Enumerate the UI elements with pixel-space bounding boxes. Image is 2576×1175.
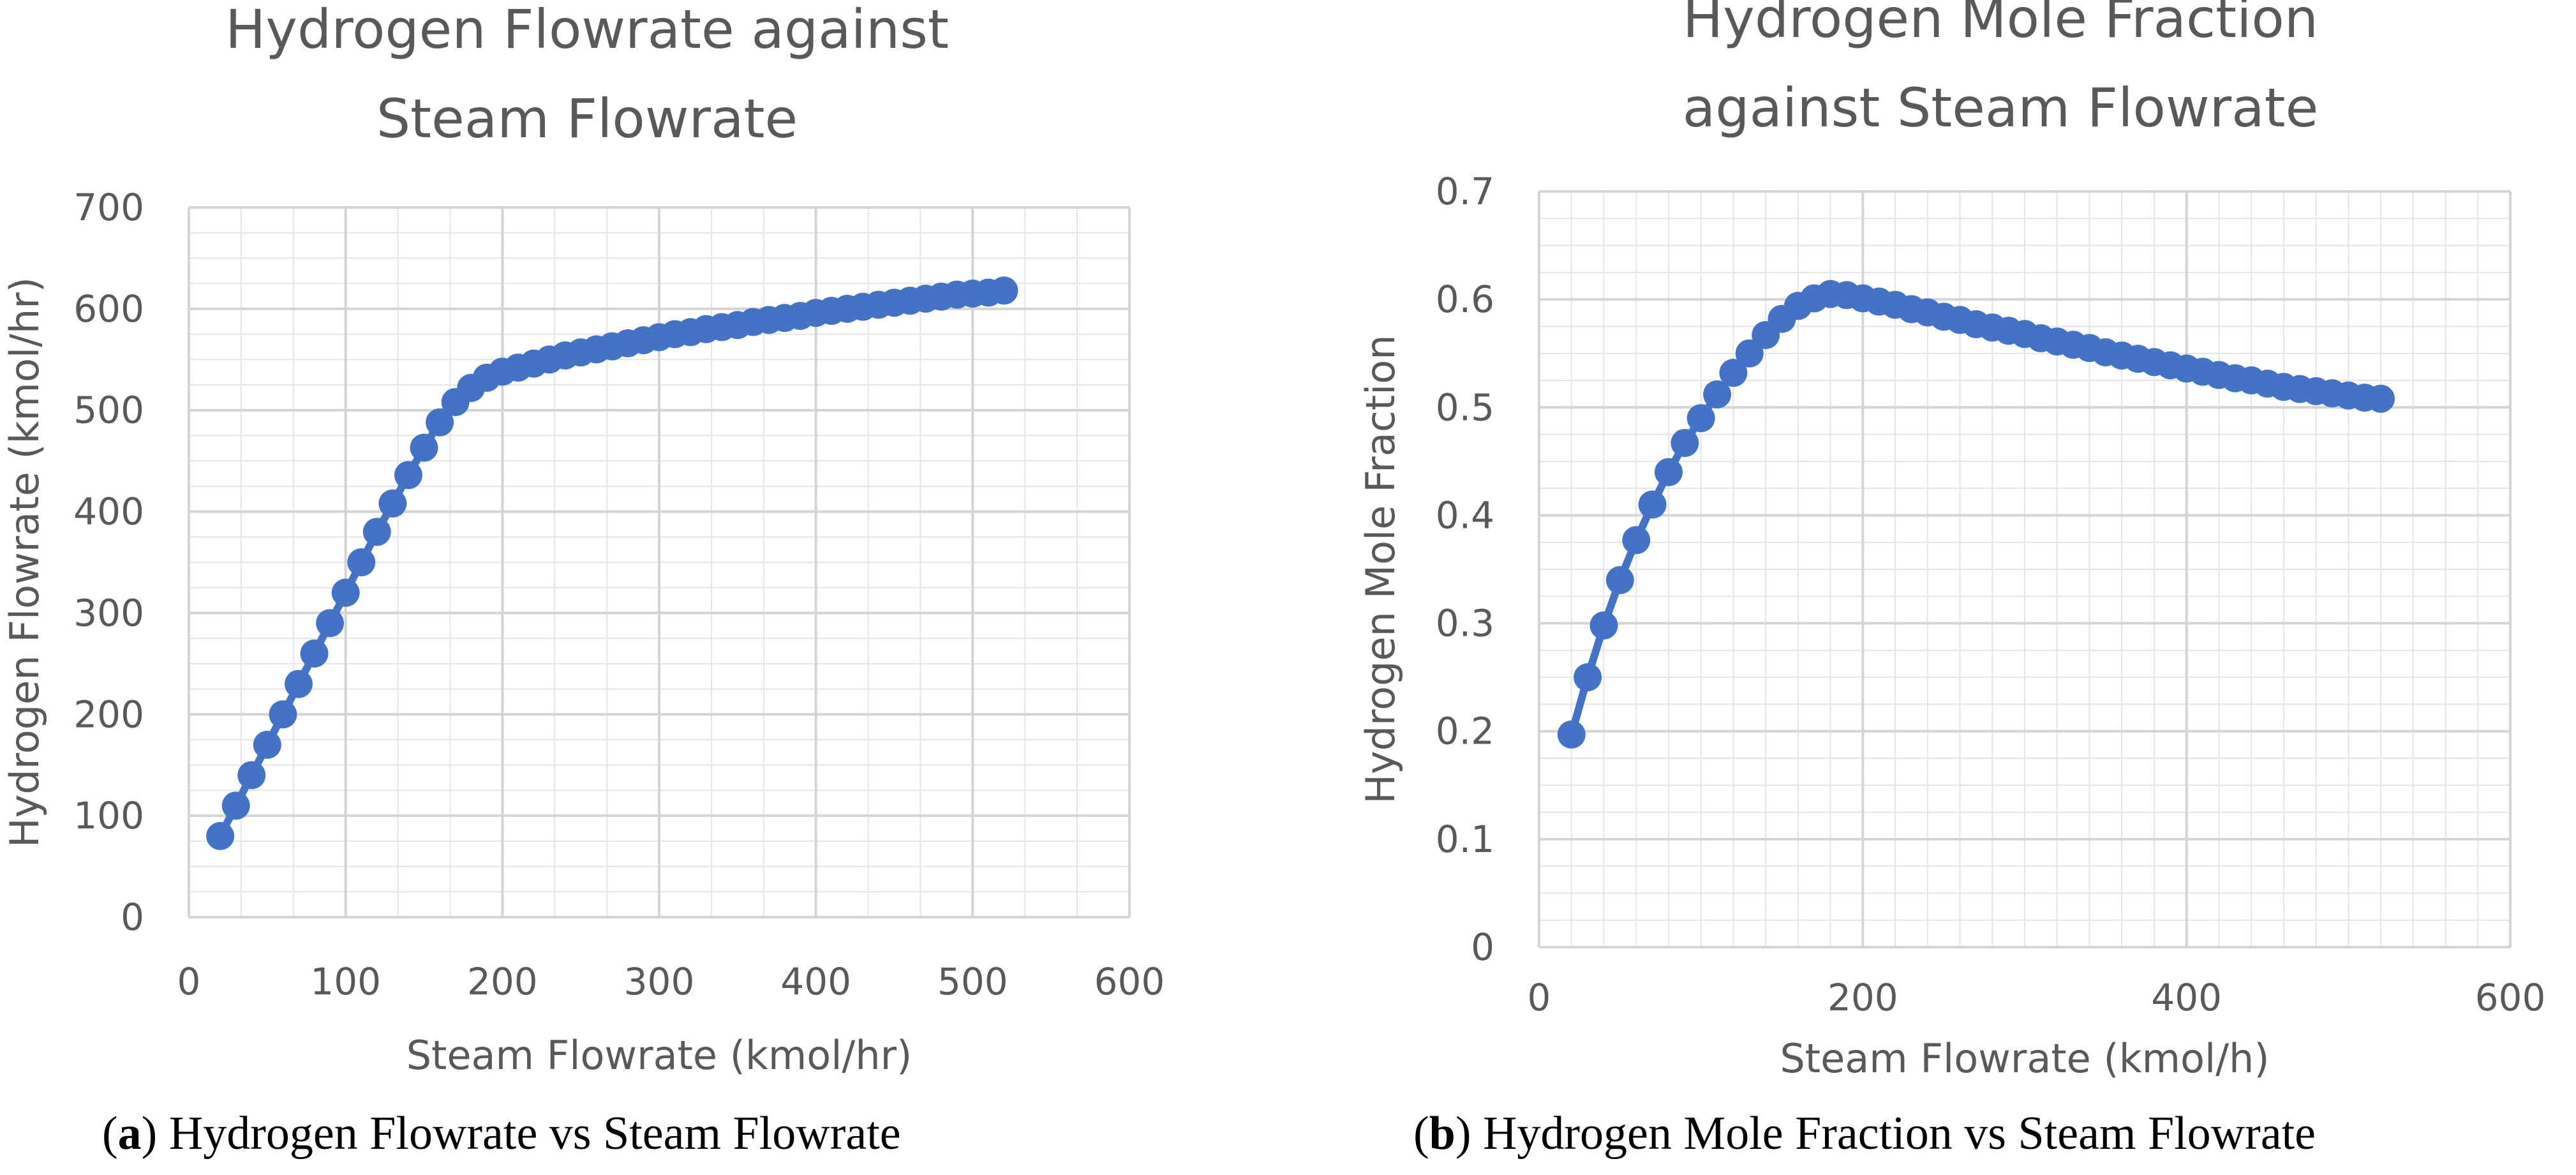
data-point [300,639,329,668]
figure-caption: (a) Hydrogen Flowrate vs Steam Flowrate [102,1107,901,1160]
figure-caption: (b) Hydrogen Mole Fraction vs Steam Flow… [1413,1107,2316,1160]
data-point [316,609,345,638]
data-point [284,670,313,698]
data-point [1671,429,1699,458]
chart-title-line: against Steam Flowrate [1683,77,2319,139]
data-point [1622,526,1651,555]
caption-paren-close: ) [142,1107,169,1160]
y-tick-label: 0 [121,895,144,939]
data-point [206,821,235,850]
chart-title: Hydrogen Mole Fraction against Steam Flow… [1683,0,2319,139]
data-point [1574,663,1602,692]
data-point [1703,380,1732,408]
data-point [1686,404,1715,433]
y-tick-label: 0.4 [1436,493,1494,537]
caption-letter: b [1429,1107,1456,1160]
x-axis-label: Steam Flowrate (kmol/h) [1780,1035,2269,1082]
data-point [347,548,376,576]
caption-text: Hydrogen Flowrate vs Steam Flowrate [169,1107,901,1160]
y-tick-label: 0.1 [1436,818,1494,861]
chart-title-line: Hydrogen Flowrate against [225,0,949,61]
x-axis-label: Steam Flowrate (kmol/hr) [406,1032,912,1079]
data-point [1719,359,1748,387]
data-point [394,461,422,490]
caption-text: Hydrogen Mole Fraction vs Steam Flowrate [1483,1107,2316,1160]
x-tick-label: 0 [177,960,201,1003]
data-point [253,730,281,759]
y-axis-label: Hydrogen Mole Fraction [1357,334,1404,804]
data-point [331,578,360,607]
data-point [990,276,1018,305]
data-point [1557,720,1586,749]
data-point [362,518,391,546]
data-point [237,761,266,790]
data-point [1638,490,1667,519]
data-point [378,489,407,518]
data-point [1605,565,1634,594]
x-tick-label: 600 [2475,976,2546,1019]
y-tick-label: 700 [73,186,144,229]
grid [1538,190,2512,948]
x-tick-label: 400 [2151,976,2222,1019]
chart-title: Hydrogen Flowrate against Steam Flowrate [225,0,949,150]
series [1557,280,2395,749]
y-tick-label: 500 [73,389,144,432]
y-tick-label: 0.5 [1436,385,1494,429]
y-tick-label: 200 [73,692,144,736]
y-tick-label: 0 [1471,925,1494,969]
y-tick-label: 0.6 [1436,278,1494,321]
x-tick-label: 600 [1094,960,1165,1003]
caption-paren-open: ( [102,1107,118,1160]
grid [188,206,1131,918]
chart-title-line: Steam Flowrate [376,87,798,150]
y-axis-label: Hydrogen Flowrate (kmol/hr) [1,277,48,848]
y-tick-label: 0.7 [1436,170,1494,213]
data-point [2367,384,2395,413]
data-point [1654,458,1683,486]
x-tick-label: 200 [467,960,538,1003]
y-tick-label: 400 [73,490,144,534]
chart-hydrogen-flowrate: Hydrogen Flowrate against Steam Flowrate 0… [1,0,1165,1160]
x-tick-label: 300 [624,960,695,1003]
data-point [221,791,250,820]
x-tick-label: 500 [937,960,1008,1003]
x-tick-label: 200 [1828,976,1898,1019]
y-tick-label: 300 [73,591,144,634]
chart-title-line: Hydrogen Mole Fraction [1683,0,2318,50]
y-tick-label: 0.3 [1436,602,1494,645]
y-tick-label: 600 [73,287,144,331]
x-tick-label: 0 [1528,976,1551,1019]
chart-hydrogen-mole-fraction: Hydrogen Mole Fraction against Steam Flow… [1357,0,2545,1160]
data-point [1735,339,1764,368]
series [206,276,1018,850]
series-line [216,287,1005,838]
data-point [410,433,438,462]
caption-letter: a [118,1107,142,1160]
data-point [426,408,454,437]
caption-paren-open: ( [1413,1107,1429,1160]
y-tick-label: 100 [73,794,144,837]
x-tick-label: 400 [780,960,851,1003]
x-tick-label: 100 [310,960,381,1003]
data-point [1590,611,1618,640]
y-tick-label: 0.2 [1436,710,1494,753]
data-point [269,700,297,729]
caption-paren-close: ) [1456,1107,1483,1160]
